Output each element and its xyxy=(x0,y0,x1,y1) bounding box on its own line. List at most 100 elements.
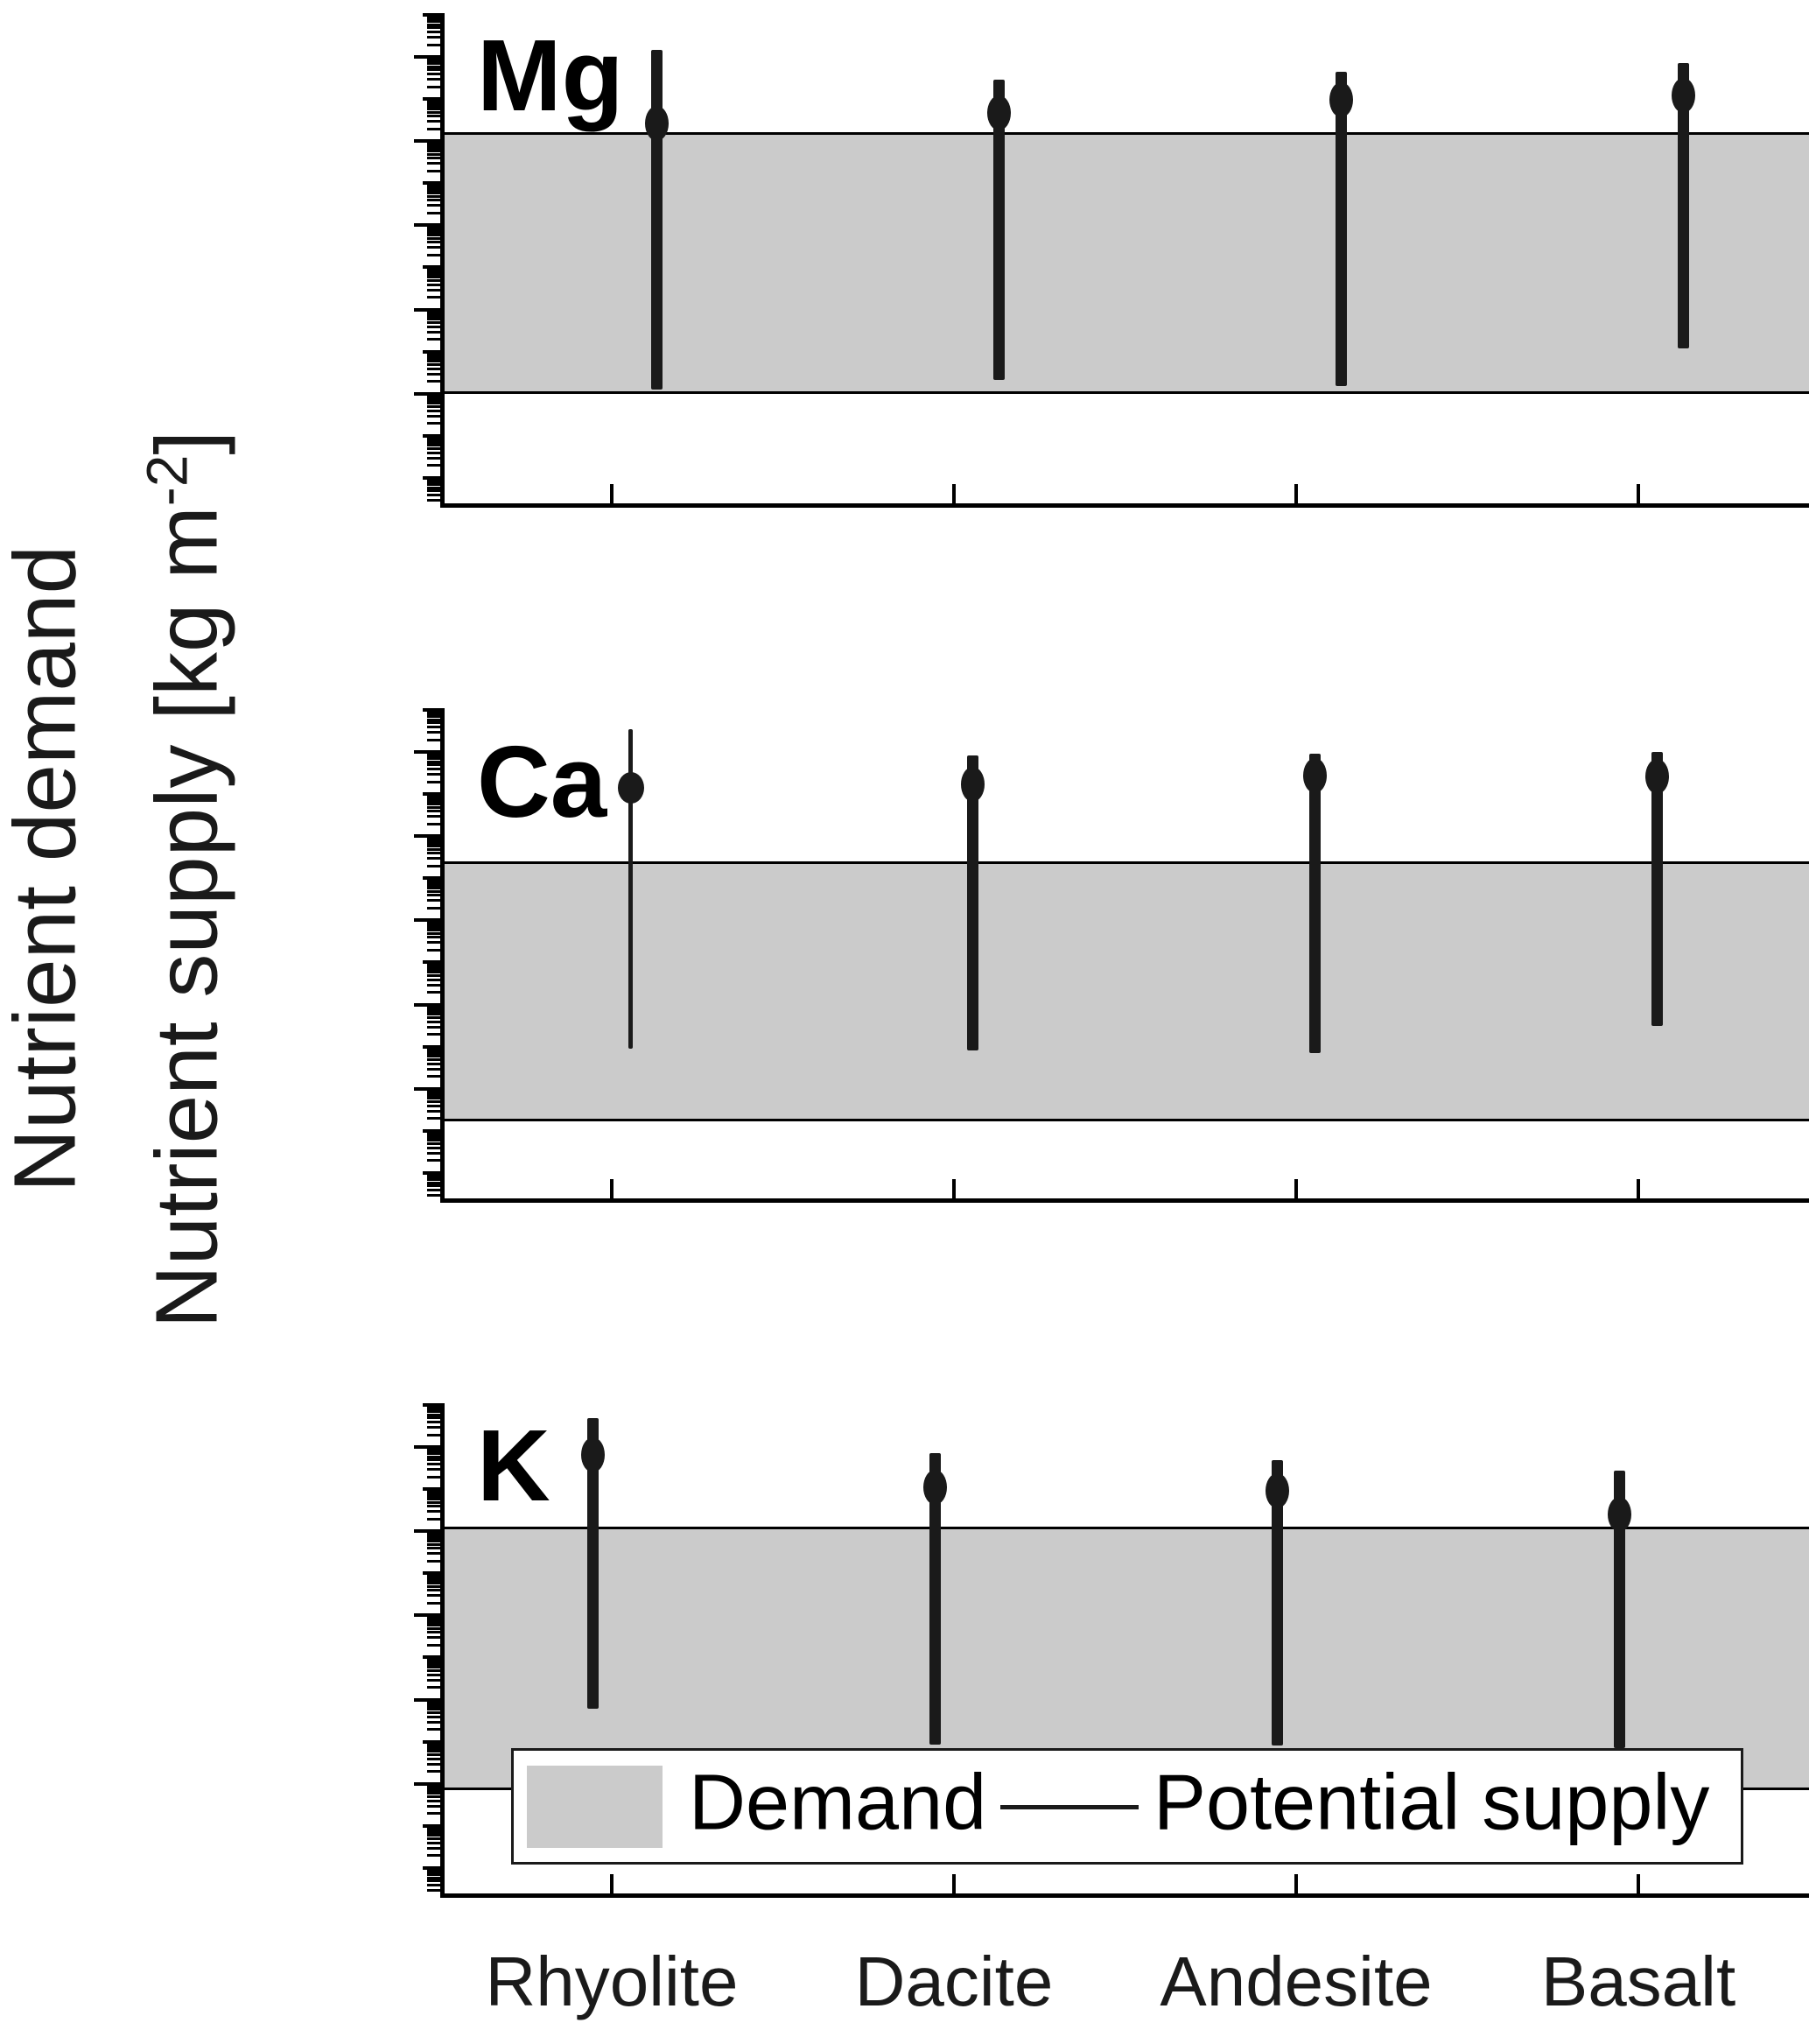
y-minor-tick xyxy=(427,1026,440,1029)
y-minor-tick xyxy=(427,1705,440,1708)
y-minor-tick xyxy=(427,1008,440,1010)
y-minor-tick xyxy=(427,1448,440,1450)
supply-errorbar-rhyolite xyxy=(587,1418,599,1709)
y-minor-tick xyxy=(427,186,440,189)
y-decade-tick xyxy=(423,708,440,712)
y-minor-tick xyxy=(427,24,440,26)
y-minor-tick xyxy=(427,457,440,460)
y-minor-tick xyxy=(427,189,440,192)
y-minor-tick xyxy=(427,1421,440,1423)
y-minor-tick xyxy=(427,1458,440,1461)
y-minor-tick xyxy=(427,1105,440,1107)
y-minor-tick xyxy=(427,1068,440,1071)
y-minor-tick xyxy=(427,929,440,931)
y-minor-tick xyxy=(427,1594,440,1597)
y-tick xyxy=(414,834,440,838)
supply-errorbar-dacite xyxy=(993,80,1005,380)
supply-errorbar-basalt xyxy=(1651,752,1663,1026)
y-minor-tick xyxy=(427,1663,440,1666)
y-tick xyxy=(414,139,440,143)
supply-errorbar-rhyolite xyxy=(651,50,663,390)
legend-demand-swatch xyxy=(527,1766,663,1848)
y-minor-tick xyxy=(427,1152,440,1155)
y-minor-tick xyxy=(427,447,440,450)
y-minor-tick xyxy=(427,1789,440,1792)
y-minor-tick xyxy=(427,228,440,231)
y-minor-tick xyxy=(427,1617,440,1619)
y-minor-tick xyxy=(427,922,440,924)
y-minor-tick xyxy=(427,739,440,741)
y-decade-tick xyxy=(423,1866,440,1870)
y-minor-tick xyxy=(427,1589,440,1591)
y-minor-tick xyxy=(427,1582,440,1584)
y-axis-label-supply-exponent: -2 xyxy=(134,454,200,507)
y-tick xyxy=(414,1698,440,1702)
y-minor-tick xyxy=(427,839,440,842)
y-minor-tick xyxy=(427,1050,440,1052)
y-decade-tick xyxy=(423,1129,440,1133)
y-minor-tick xyxy=(427,1063,440,1065)
y-decade-tick xyxy=(423,960,440,964)
y-minor-tick xyxy=(427,1624,440,1626)
supply-marker-dot-dacite xyxy=(987,95,1011,130)
y-minor-tick xyxy=(427,405,440,408)
y-decade-tick xyxy=(423,792,440,796)
y-minor-tick xyxy=(427,296,440,299)
y-minor-tick xyxy=(427,66,440,68)
y-tick xyxy=(414,1445,440,1449)
y-decade-tick xyxy=(423,434,440,438)
y-decade-tick xyxy=(423,350,440,354)
y-minor-tick xyxy=(427,968,440,971)
y-minor-tick xyxy=(427,360,440,362)
supply-marker-dot-dacite xyxy=(923,1470,947,1505)
y-minor-tick xyxy=(427,1092,440,1094)
y-minor-tick xyxy=(427,212,440,214)
y-minor-tick xyxy=(427,890,440,893)
y-minor-tick xyxy=(427,1743,440,1745)
y-minor-tick xyxy=(427,1434,440,1436)
x-tick-andesite xyxy=(1294,1179,1298,1198)
y-minor-tick xyxy=(427,483,440,486)
y-minor-tick xyxy=(427,1048,440,1050)
y-tick xyxy=(414,1613,440,1617)
y-minor-tick xyxy=(427,184,440,186)
y-minor-tick xyxy=(427,441,440,444)
y-minor-tick xyxy=(427,78,440,81)
y-minor-tick xyxy=(427,397,440,399)
y-minor-tick xyxy=(427,755,440,758)
y-minor-tick xyxy=(427,795,440,797)
y-minor-tick xyxy=(427,269,440,271)
y-axis-label-demand: Nutrient demand xyxy=(0,544,95,1193)
y-minor-tick xyxy=(427,1884,440,1886)
y-minor-tick xyxy=(427,1889,440,1892)
y-minor-tick xyxy=(427,1872,440,1874)
y-minor-tick xyxy=(427,241,440,243)
y-minor-tick xyxy=(427,100,440,102)
y-minor-tick xyxy=(427,721,440,724)
demand-band xyxy=(442,861,1809,1121)
y-minor-tick xyxy=(427,731,440,734)
y-minor-tick xyxy=(427,941,440,944)
x-axis-line xyxy=(440,1198,1809,1203)
y-minor-tick xyxy=(427,481,440,484)
supply-errorbar-basalt xyxy=(1678,63,1689,348)
legend-supply-label: Potential supply xyxy=(1153,1758,1710,1846)
y-minor-tick xyxy=(427,949,440,952)
y-minor-tick xyxy=(427,1669,440,1672)
y-minor-tick xyxy=(427,1498,440,1500)
y-minor-tick xyxy=(427,1869,440,1872)
y-minor-tick xyxy=(427,157,440,159)
x-tick-label-dacite: Dacite xyxy=(854,1942,1054,2020)
y-decade-tick xyxy=(423,876,440,880)
y-minor-tick xyxy=(427,1543,440,1546)
supply-errorbar-andesite xyxy=(1272,1460,1283,1745)
y-minor-tick xyxy=(427,1728,440,1731)
supply-errorbar-dacite xyxy=(967,755,978,1050)
y-minor-tick xyxy=(427,1770,440,1773)
y-minor-tick xyxy=(427,36,440,39)
x-tick-label-basalt: Basalt xyxy=(1540,1942,1736,2020)
y-decade-tick xyxy=(423,1487,440,1491)
y-minor-tick xyxy=(427,1490,440,1493)
y-minor-tick xyxy=(427,1711,440,1714)
y-minor-tick xyxy=(427,1686,440,1689)
